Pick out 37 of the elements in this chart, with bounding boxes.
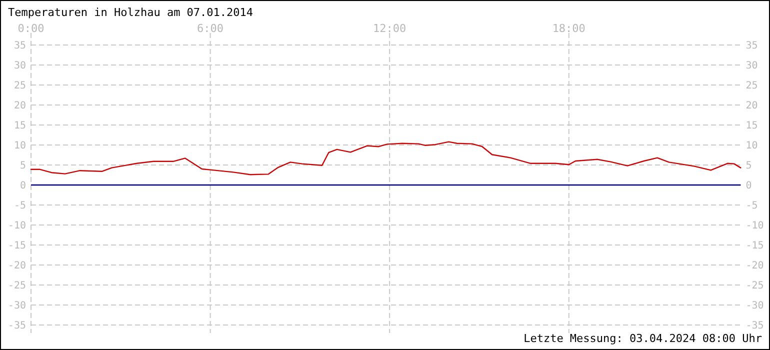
chart-title: Temperaturen in Holzhau am 07.01.2014 <box>8 6 254 19</box>
y2-tick-label: -25 <box>746 280 764 292</box>
y-tick-label: -5 <box>14 200 26 212</box>
y-tick-label: 35 <box>14 40 26 52</box>
y2-tick-label: 25 <box>746 80 758 92</box>
text: Letzte Messung: 03.04.2024 08:00 Uhr <box>524 332 762 345</box>
y-tick-label: -10 <box>8 220 26 232</box>
y2-tick-label: -15 <box>746 240 764 252</box>
y2-tick-label: -20 <box>746 260 764 272</box>
y2-tick-label: -30 <box>746 300 764 312</box>
y-tick-label: -30 <box>8 300 26 312</box>
y2-tick-label: 20 <box>746 100 758 112</box>
x-tick-label: 6:00 <box>197 22 224 35</box>
y-tick-label: 25 <box>14 80 26 92</box>
y-tick-label: 20 <box>14 100 26 112</box>
y-tick-label: 30 <box>14 60 26 72</box>
y-tick-label: 0 <box>20 180 26 192</box>
y-tick-label: -35 <box>8 320 26 332</box>
y-tick-label: 15 <box>14 120 26 132</box>
y2-tick-label: 0 <box>746 180 752 192</box>
y2-tick-label: -35 <box>746 320 764 332</box>
y2-tick-label: 5 <box>746 160 752 172</box>
y-tick-label: 5 <box>20 160 26 172</box>
y-tick-label: -20 <box>8 260 26 272</box>
y2-tick-label: -5 <box>746 200 758 212</box>
y2-tick-label: 10 <box>746 140 758 152</box>
x-tick-label: 12:00 <box>373 22 406 35</box>
x-tick-label: 0:00 <box>18 22 44 35</box>
x-tick-label: 18:00 <box>552 22 586 35</box>
line-series <box>30 141 742 176</box>
y-tick-label: -15 <box>8 240 26 252</box>
y2-tick-label: -10 <box>746 220 764 232</box>
y2-tick-label: 15 <box>746 120 758 132</box>
y-tick-label: -25 <box>8 280 26 292</box>
y2-tick-label: 30 <box>746 60 758 72</box>
y-tick-label: 10 <box>14 140 26 152</box>
y2-tick-label: 35 <box>746 40 758 52</box>
